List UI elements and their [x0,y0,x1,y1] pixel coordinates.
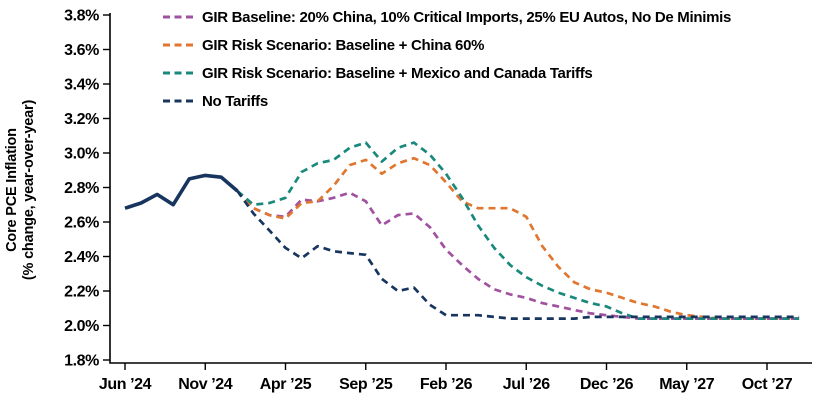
y-tick-label: 2.8% [64,180,99,197]
legend-item-mexico-canada: GIR Risk Scenario: Baseline + Mexico and… [162,59,731,87]
x-tick-label: Nov ’24 [178,376,233,393]
series-line-0 [124,173,239,210]
y-axis-title-line1: Core PCE Inflation [4,128,20,252]
y-tick-label: 2.4% [64,249,99,266]
legend: GIR Baseline: 20% China, 10% Critical Im… [162,3,731,115]
legend-item-gir-baseline: GIR Baseline: 20% China, 10% Critical Im… [162,3,731,31]
x-tick-label: Oct ’27 [742,376,793,393]
legend-label: GIR Risk Scenario: Baseline + China 60% [202,36,485,54]
dashed-line-swatch-icon [163,43,193,47]
x-tick-label: Sep ’25 [339,376,393,393]
legend-label: GIR Baseline: 20% China, 10% Critical Im… [202,8,732,26]
x-tick-label: Jul ’26 [503,376,551,393]
x-tick-label: Jun ’24 [99,376,152,393]
legend-label: No Tariffs [202,92,268,110]
axis-lines [109,13,812,364]
series-line-1 [236,190,800,320]
axes: 3.8% 3.6% 3.4% 3.2% 3.0% 2.8% 2.6% 2.4% 2.2% 2.0%… [64,8,812,393]
y-tick-label: 3.2% [64,111,99,128]
legend-item-china-60: GIR Risk Scenario: Baseline + China 60% [162,31,731,59]
y-tick-label: 3.0% [64,146,99,163]
x-tick-label: Dec ’26 [580,376,634,393]
y-axis-title-line2: (% change, year-over-year) [21,100,37,281]
legend-item-no-tariffs: No Tariffs [162,87,731,115]
x-tick-label: Apr ’25 [260,376,312,393]
x-tick-label: May ’27 [659,376,715,393]
dashed-line-swatch-icon [163,15,193,19]
x-tick-label: Feb ’26 [420,376,473,393]
series-line-3 [236,141,800,320]
y-tick-label: 2.6% [64,215,99,232]
y-tick-label: 3.6% [64,42,99,59]
y-tick-label: 2.0% [64,318,99,335]
y-tick-label: 2.2% [64,284,99,301]
y-tick-label: 1.8% [64,353,99,370]
y-tick-label: 3.4% [64,77,99,94]
dashed-line-swatch-icon [163,71,193,75]
series-lines [124,141,800,320]
dashed-line-swatch-icon [163,99,193,103]
series-line-4 [236,190,800,320]
legend-label: GIR Risk Scenario: Baseline + Mexico and… [202,64,593,82]
series-line-2 [236,156,800,320]
y-tick-label: 3.8% [64,8,99,25]
